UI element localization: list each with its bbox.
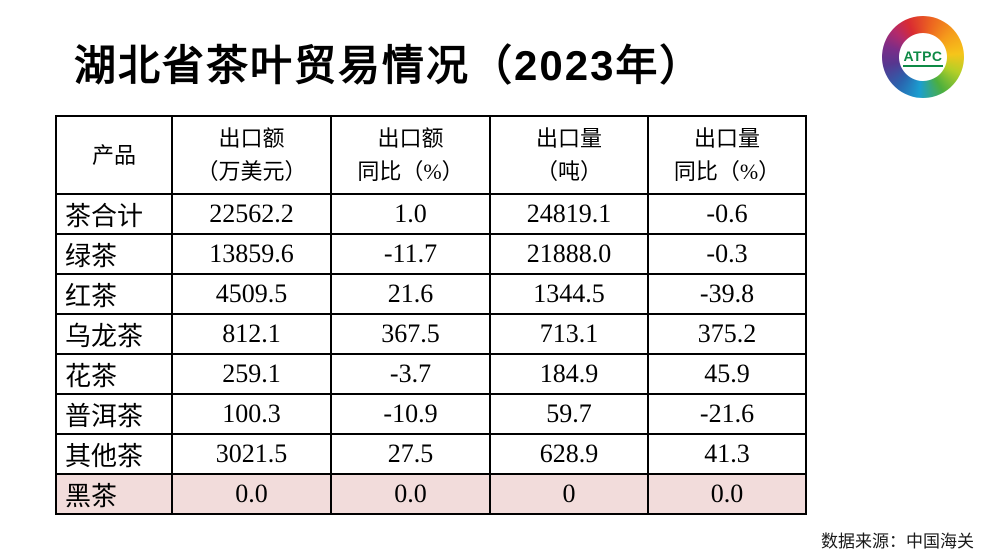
export-volume-yoy-cell: -39.8 <box>647 273 807 315</box>
product-cell: 绿茶 <box>55 233 173 275</box>
export-value-cell: 812.1 <box>171 313 332 355</box>
export-value-cell: 13859.6 <box>171 233 332 275</box>
export-value-yoy-cell: 1.0 <box>330 193 491 235</box>
export-value-yoy-cell: 367.5 <box>330 313 491 355</box>
logo-text: ATPC <box>903 48 943 67</box>
export-value-cell: 22562.2 <box>171 193 332 235</box>
table-row: 普洱茶 100.3 -10.9 59.7 -21.6 <box>55 393 807 435</box>
product-cell: 花茶 <box>55 353 173 395</box>
export-value-cell: 3021.5 <box>171 433 332 475</box>
col-header-product: 产品 <box>55 115 173 195</box>
header-row: 产品 出口额 （万美元） 出口额 同比（%） 出口量 （吨） 出口量 同比 <box>55 115 807 195</box>
product-cell: 茶合计 <box>55 193 173 235</box>
table-row: 黑茶 0.0 0.0 0 0.0 <box>55 473 807 515</box>
export-volume-cell: 184.9 <box>489 353 649 395</box>
export-value-cell: 100.3 <box>171 393 332 435</box>
export-volume-yoy-cell: -0.3 <box>647 233 807 275</box>
export-volume-yoy-cell: -0.6 <box>647 193 807 235</box>
col-header-unit: （吨） <box>535 159 602 184</box>
export-value-yoy-cell: 27.5 <box>330 433 491 475</box>
export-volume-yoy-cell: 0.0 <box>647 473 807 515</box>
table-row: 花茶 259.1 -3.7 184.9 45.9 <box>55 353 807 395</box>
data-source: 数据来源：中国海关 <box>821 532 974 551</box>
product-cell: 乌龙茶 <box>55 313 173 355</box>
export-volume-cell: 713.1 <box>489 313 649 355</box>
col-header-label: 出口量 <box>535 126 602 151</box>
table-row: 茶合计 22562.2 1.0 24819.1 -0.6 <box>55 193 807 235</box>
table-row: 乌龙茶 812.1 367.5 713.1 375.2 <box>55 313 807 355</box>
export-value-cell: 0.0 <box>171 473 332 515</box>
product-cell: 红茶 <box>55 273 173 315</box>
export-volume-yoy-cell: 41.3 <box>647 433 807 475</box>
export-value-yoy-cell: -10.9 <box>330 393 491 435</box>
product-cell: 其他茶 <box>55 433 173 475</box>
export-volume-cell: 59.7 <box>489 393 649 435</box>
export-value-cell: 259.1 <box>171 353 332 395</box>
col-header-export-value-yoy: 出口额 同比（%） <box>330 115 491 195</box>
col-header-unit: 同比（%） <box>673 159 781 184</box>
export-volume-yoy-cell: 375.2 <box>647 313 807 355</box>
col-header-export-value: 出口额 （万美元） <box>171 115 332 195</box>
col-header-unit: （万美元） <box>196 159 307 184</box>
logo-center: ATPC <box>882 16 964 98</box>
export-volume-cell: 1344.5 <box>489 273 649 315</box>
export-value-yoy-cell: 0.0 <box>330 473 491 515</box>
table-row: 其他茶 3021.5 27.5 628.9 41.3 <box>55 433 807 475</box>
product-cell: 普洱茶 <box>55 393 173 435</box>
export-volume-cell: 0 <box>489 473 649 515</box>
table-row: 红茶 4509.5 21.6 1344.5 -39.8 <box>55 273 807 315</box>
tea-trade-table: 产品 出口额 （万美元） 出口额 同比（%） 出口量 （吨） 出口量 同比 <box>55 115 807 515</box>
export-value-yoy-cell: -11.7 <box>330 233 491 275</box>
export-volume-cell: 21888.0 <box>489 233 649 275</box>
col-header-export-volume: 出口量 （吨） <box>489 115 649 195</box>
col-header-label: 出口额 <box>377 126 444 151</box>
export-value-yoy-cell: -3.7 <box>330 353 491 395</box>
atpc-logo: ATPC <box>876 10 970 104</box>
export-value-yoy-cell: 21.6 <box>330 273 491 315</box>
product-cell: 黑茶 <box>55 473 173 515</box>
col-header-unit: 同比（%） <box>357 159 464 184</box>
export-volume-yoy-cell: 45.9 <box>647 353 807 395</box>
export-value-cell: 4509.5 <box>171 273 332 315</box>
col-header-label: 出口额 <box>218 126 285 151</box>
export-volume-cell: 24819.1 <box>489 193 649 235</box>
page-title: 湖北省茶叶贸易情况（2023年） <box>74 42 704 89</box>
export-volume-cell: 628.9 <box>489 433 649 475</box>
export-volume-yoy-cell: -21.6 <box>647 393 807 435</box>
col-header-label: 产品 <box>91 142 136 168</box>
col-header-label: 出口量 <box>693 126 760 151</box>
table-row: 绿茶 13859.6 -11.7 21888.0 -0.3 <box>55 233 807 275</box>
col-header-export-volume-yoy: 出口量 同比（%） <box>647 115 807 195</box>
